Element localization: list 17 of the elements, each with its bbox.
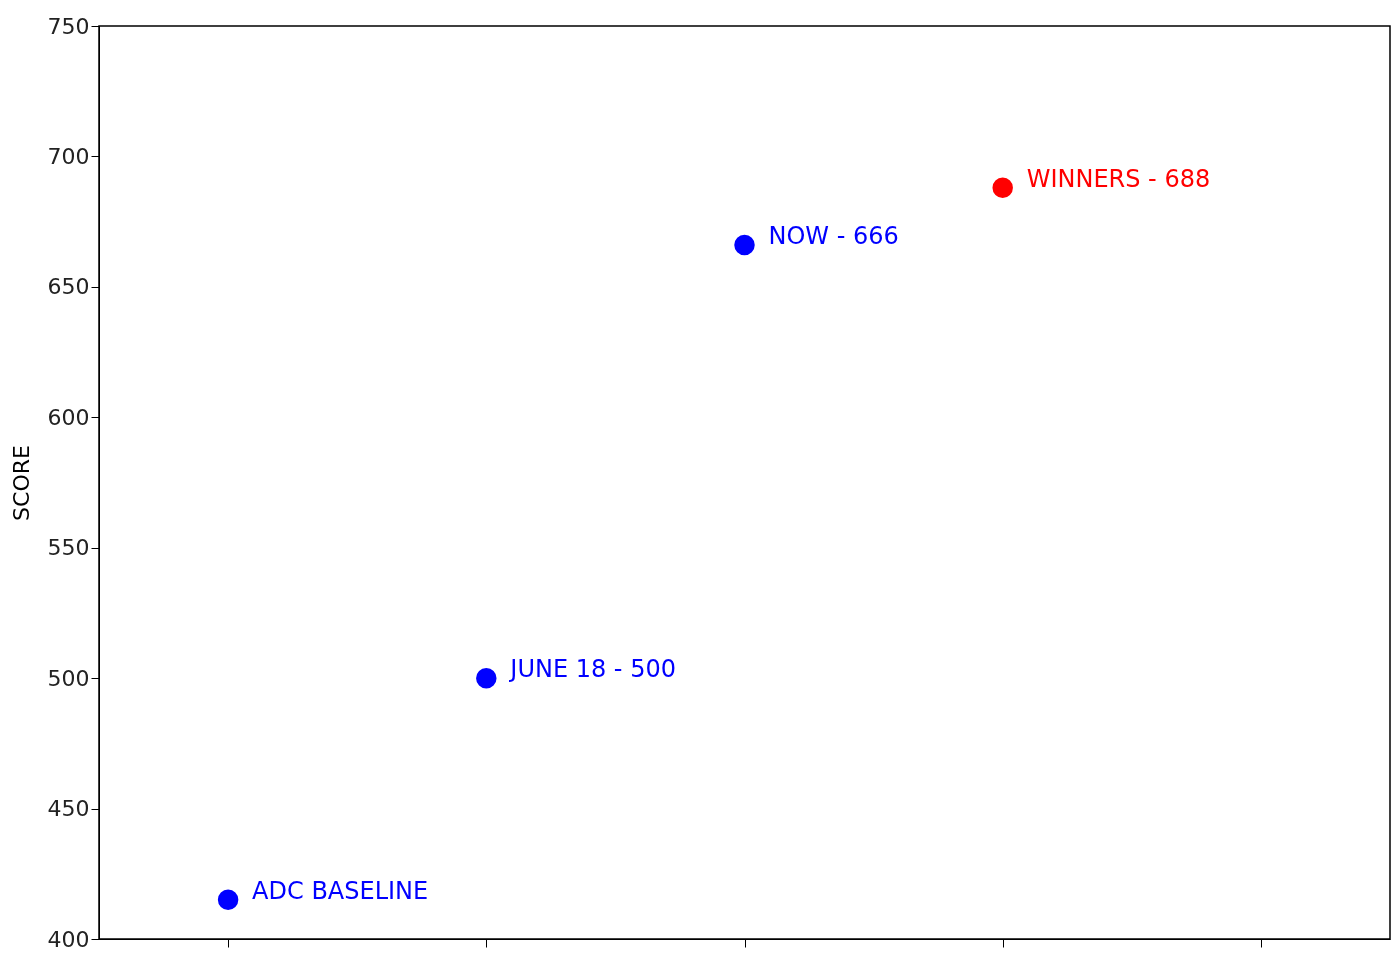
point (734, 234, 755, 256)
point (992, 177, 1013, 198)
y-tick-label: 700 (47, 143, 90, 169)
y-tick-label: 400 (47, 926, 90, 952)
y-tick-label: 450 (47, 796, 90, 822)
y-tick-label: 500 (47, 665, 90, 691)
annotation: WINNERS - 688 (1026, 164, 1211, 193)
annotation: JUNE 18 - 500 (508, 655, 676, 684)
y-axis-title: SCORE (8, 445, 34, 521)
annotation: NOW - 666 (768, 222, 899, 251)
y-tick-label: 650 (47, 274, 90, 300)
point (476, 667, 497, 689)
point (217, 889, 239, 911)
y-tick-label: 750 (47, 13, 90, 39)
annotation: ADC BASELINE (252, 876, 429, 905)
y-tick-label: 600 (47, 404, 90, 430)
y-tick-label: 550 (47, 535, 90, 561)
